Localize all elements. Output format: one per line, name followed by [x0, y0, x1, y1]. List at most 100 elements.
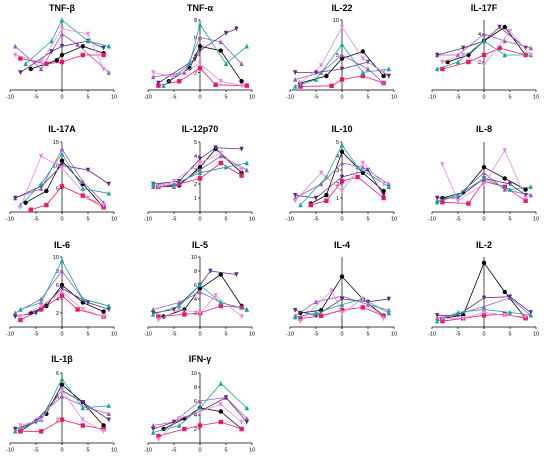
- data-point: [28, 66, 33, 72]
- data-point: [197, 156, 203, 162]
- data-point: [435, 195, 440, 201]
- data-point: [360, 56, 365, 62]
- data-point: [339, 296, 345, 302]
- data-point: [455, 59, 461, 65]
- data-point: [39, 66, 44, 72]
- panel-title: IL-5: [192, 240, 208, 250]
- data-point: [502, 52, 507, 58]
- data-point: [239, 167, 244, 173]
- x-tick-label: -10: [6, 448, 14, 454]
- data-point: [360, 49, 365, 54]
- data-point: [197, 409, 203, 415]
- data-point: [213, 145, 218, 151]
- data-point: [197, 286, 203, 291]
- data-point: [502, 289, 507, 295]
- data-point: [106, 69, 111, 75]
- data-point: [313, 76, 319, 82]
- y-tick-label: 10: [191, 255, 197, 261]
- data-point: [156, 437, 161, 443]
- y-tick-label: 8: [194, 269, 197, 275]
- series-line-1: [168, 45, 242, 82]
- x-tick-label: 5: [508, 95, 511, 101]
- data-point: [197, 423, 203, 428]
- data-point: [386, 181, 391, 187]
- data-point: [197, 170, 203, 175]
- data-point: [49, 38, 54, 44]
- data-point: [244, 83, 249, 88]
- data-point: [75, 307, 80, 312]
- data-point: [151, 70, 156, 76]
- data-point: [106, 417, 111, 423]
- data-point: [523, 195, 528, 201]
- panel-10: IL-5 -10 -5 0 5 10 2 4 6 8 10: [144, 240, 255, 338]
- x-tick-label: 10: [533, 217, 539, 223]
- data-point: [507, 294, 513, 300]
- series-line-5: [20, 259, 109, 310]
- y-tick-label: 10: [191, 371, 197, 377]
- data-point: [381, 316, 386, 322]
- x-tick-label: 5: [224, 448, 227, 454]
- data-point: [213, 293, 218, 299]
- data-point: [381, 188, 386, 194]
- data-point: [59, 59, 65, 65]
- data-point: [13, 52, 18, 58]
- y-tick-label: 5: [336, 53, 339, 59]
- data-point: [244, 43, 249, 49]
- data-point: [59, 286, 65, 292]
- data-point: [101, 426, 106, 432]
- x-tick-label: -5: [314, 95, 319, 101]
- data-point: [101, 314, 106, 320]
- data-point: [223, 395, 229, 401]
- data-point: [23, 61, 28, 66]
- data-point: [440, 66, 445, 72]
- x-tick-label: 0: [198, 332, 201, 338]
- data-point: [360, 164, 365, 170]
- data-point: [339, 149, 345, 154]
- x-tick-label: -10: [428, 332, 436, 338]
- data-point: [239, 146, 244, 152]
- data-point: [293, 193, 298, 198]
- data-point: [502, 187, 507, 192]
- data-point: [223, 61, 229, 66]
- data-point: [466, 52, 471, 58]
- data-point: [339, 41, 345, 47]
- x-tick-label: 10: [391, 332, 397, 338]
- x-tick-label: 5: [224, 95, 227, 101]
- data-point: [360, 69, 365, 75]
- y-tick-label: 1: [336, 196, 339, 202]
- data-point: [44, 61, 49, 66]
- series-line-3: [153, 37, 242, 78]
- data-point: [59, 44, 65, 49]
- x-tick-label: -5: [314, 217, 319, 223]
- data-point: [223, 30, 229, 36]
- data-point: [59, 282, 65, 288]
- y-tick-label: 2: [56, 311, 59, 317]
- data-point: [171, 74, 177, 80]
- data-point: [197, 34, 203, 40]
- panel-title: IL-12p70: [182, 124, 219, 134]
- data-point: [156, 317, 161, 323]
- data-point: [497, 45, 502, 51]
- data-point: [239, 426, 244, 432]
- data-point: [339, 24, 345, 30]
- x-tick-label: 0: [482, 95, 485, 101]
- data-point: [298, 80, 303, 86]
- x-tick-label: 0: [60, 448, 63, 454]
- y-tick-label: 5: [336, 140, 339, 146]
- data-point: [75, 41, 80, 47]
- x-tick-label: 0: [60, 332, 63, 338]
- x-tick-label: -10: [286, 332, 294, 338]
- data-point: [218, 160, 223, 166]
- data-point: [59, 289, 65, 295]
- y-tick-label: 15: [53, 140, 59, 146]
- data-point: [197, 165, 203, 170]
- data-point: [161, 83, 166, 88]
- data-point: [223, 164, 229, 170]
- series-line-1: [163, 407, 242, 430]
- data-point: [528, 52, 533, 58]
- panel-title: IL-4: [334, 240, 350, 250]
- data-point: [197, 21, 203, 27]
- data-point: [313, 70, 319, 76]
- data-point: [49, 49, 54, 55]
- data-point: [18, 429, 23, 434]
